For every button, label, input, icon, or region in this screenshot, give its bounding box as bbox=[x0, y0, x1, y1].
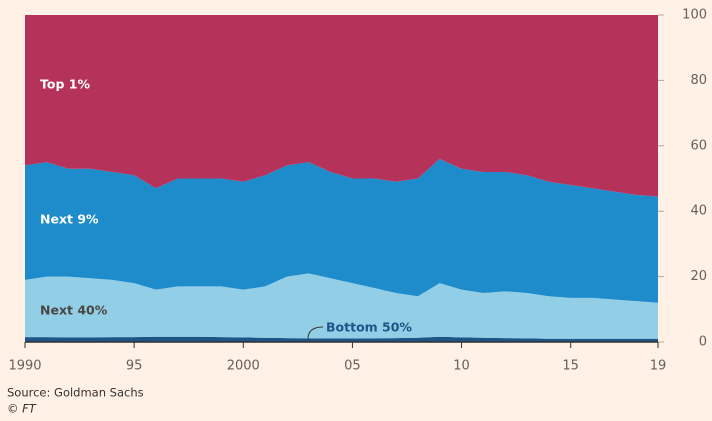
x-tick-label: 19 bbox=[650, 359, 667, 374]
y-tick-label: 0 bbox=[699, 335, 707, 350]
leader-line bbox=[307, 326, 324, 340]
credit: © FT bbox=[7, 402, 37, 416]
y-tick-label: 20 bbox=[690, 269, 707, 284]
y-tick-label: 80 bbox=[690, 73, 707, 88]
series-label: Top 1% bbox=[40, 77, 90, 92]
x-tick-label: 05 bbox=[344, 359, 361, 374]
y-tick-label: 40 bbox=[690, 204, 707, 219]
x-tick-label: 1990 bbox=[8, 359, 41, 374]
x-tick-label: 95 bbox=[126, 359, 143, 374]
area bbox=[25, 158, 658, 303]
y-tick-label: 60 bbox=[690, 138, 707, 153]
x-tick-label: 10 bbox=[453, 359, 470, 374]
x-tick-label: 15 bbox=[562, 359, 579, 374]
series-label: Bottom 50% bbox=[326, 320, 412, 335]
area bbox=[25, 273, 658, 339]
series-label: Next 9% bbox=[40, 212, 99, 227]
y-tick-label: 100 bbox=[682, 8, 707, 23]
x-tick-label: 2000 bbox=[227, 359, 260, 374]
area bbox=[25, 336, 658, 342]
series-label: Next 40% bbox=[40, 303, 108, 318]
area bbox=[25, 15, 658, 197]
source: Source: Goldman Sachs bbox=[7, 386, 144, 400]
